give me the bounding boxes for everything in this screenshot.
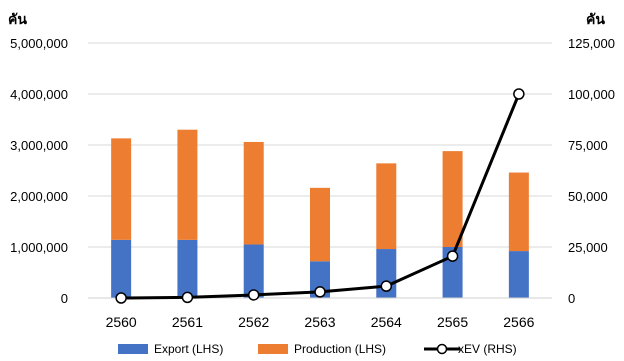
left-tick-label: 3,000,000 — [10, 138, 68, 153]
legend: Export (LHS) Production (LHS) xEV (RHS) — [118, 342, 517, 356]
xev-point — [380, 280, 393, 292]
x-tick-label: 2560 — [106, 314, 137, 330]
export-bar — [177, 239, 198, 298]
right-tick-label: 100,000 — [568, 87, 615, 102]
production-bar — [508, 172, 529, 252]
legend-label-production: Production (LHS) — [294, 342, 386, 356]
export-bar — [111, 239, 132, 298]
x-tick-label: 2565 — [437, 314, 468, 330]
production-bar — [376, 163, 397, 250]
xev-point — [181, 291, 194, 304]
production-bar — [310, 187, 330, 262]
right-tick-label: 50,000 — [568, 189, 608, 204]
right-tick-label: 0 — [568, 291, 575, 306]
right-tick-label: 125,000 — [568, 36, 615, 51]
legend-label-export: Export (LHS) — [154, 342, 223, 356]
production-bar — [442, 151, 463, 247]
x-tick-label: 2561 — [172, 314, 203, 330]
production-bar — [177, 129, 198, 240]
left-tick-label: 2,000,000 — [10, 189, 68, 204]
legend-label-xev: xEV (RHS) — [458, 342, 517, 356]
left-axis-ticks: 0 1,000,000 2,000,000 3,000,000 4,000,000 5,0… — [10, 36, 68, 306]
gridlines — [88, 42, 552, 248]
right-axis-ticks: 0 25,000 50,000 75,000 100,000 125,000 — [568, 36, 615, 306]
production-bar — [243, 141, 264, 245]
production-bar — [111, 138, 132, 240]
xev-point — [115, 292, 127, 304]
xev-point — [513, 88, 525, 100]
left-tick-label: 1,000,000 — [10, 240, 68, 255]
export-bar — [508, 251, 529, 298]
export-bar — [310, 261, 330, 298]
left-tick-label: 4,000,000 — [10, 87, 68, 102]
x-tick-label: 2562 — [238, 314, 269, 330]
line-series — [115, 88, 525, 304]
left-tick-label: 0 — [61, 291, 68, 306]
x-tick-label: 2566 — [503, 314, 534, 330]
left-tick-label: 5,000,000 — [10, 36, 68, 51]
legend-swatch-production — [258, 344, 288, 354]
bar-series — [111, 129, 529, 298]
left-axis-unit-label: คัน — [8, 12, 27, 28]
legend-marker-xev — [436, 343, 448, 355]
right-axis-unit-label: คัน — [586, 12, 605, 28]
x-axis-ticks: 2560 2561 2562 2563 2564 2565 2566 — [106, 314, 535, 330]
export-bar — [243, 244, 264, 298]
right-tick-label: 25,000 — [568, 240, 608, 255]
xev-point — [446, 250, 459, 262]
xev-point — [247, 289, 260, 301]
legend-swatch-export — [118, 344, 148, 354]
right-tick-label: 75,000 — [568, 138, 608, 153]
x-tick-label: 2564 — [371, 314, 402, 330]
x-tick-label: 2563 — [304, 314, 335, 330]
xev-point — [314, 286, 326, 298]
